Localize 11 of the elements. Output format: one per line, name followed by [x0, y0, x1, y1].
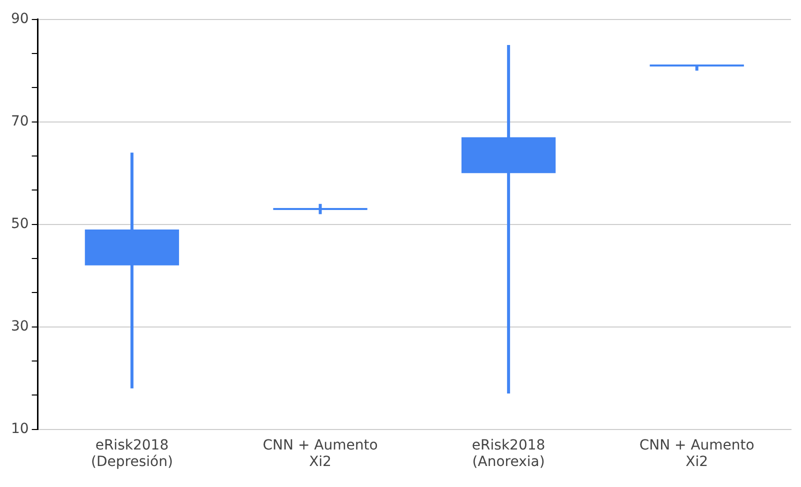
candlestick [273, 204, 368, 214]
candlestick [461, 45, 556, 394]
y-tick-label: 70 [10, 114, 29, 130]
x-tick-label: CNN + Aumento Xi2 [639, 437, 754, 470]
x-tick-label: eRisk2018 (Depresión) [91, 437, 173, 470]
x-tick-label: eRisk2018 (Anorexia) [472, 437, 546, 470]
y-tick-label: 90 [10, 11, 29, 28]
y-tick-label: 50 [10, 216, 29, 232]
x-tick-label: CNN + Aumento Xi2 [262, 437, 378, 470]
y-tick-label: 10 [10, 421, 29, 438]
y-tick-label: 30 [10, 318, 29, 335]
